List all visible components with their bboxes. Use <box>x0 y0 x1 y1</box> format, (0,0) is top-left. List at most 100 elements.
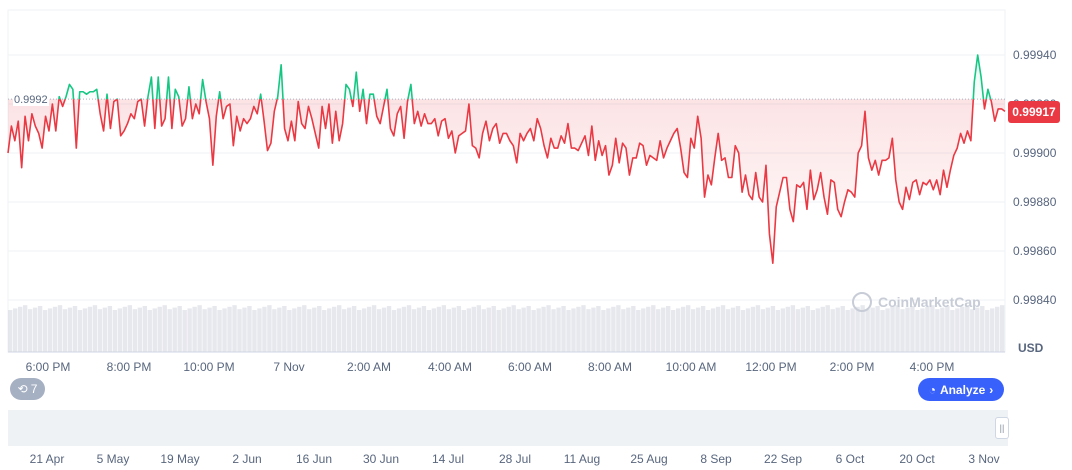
x-tick-label: 4:00 AM <box>428 360 472 374</box>
currency-label: USD <box>1018 341 1044 355</box>
volume-bar <box>247 306 252 352</box>
volume-bar <box>825 305 830 352</box>
volume-bar <box>172 307 177 352</box>
volume-bar <box>227 306 232 352</box>
range-navigator[interactable] <box>8 410 1008 446</box>
navigator-date-label: 3 Nov <box>968 452 999 466</box>
volume-bar <box>376 309 382 352</box>
volume-bar <box>750 306 756 352</box>
volume-bar <box>735 306 741 352</box>
volume-bar <box>32 307 38 352</box>
volume-bar <box>371 305 377 352</box>
volume-bar <box>561 306 566 352</box>
y-tick-label: 0.99860 <box>1013 244 1057 258</box>
volume-bar <box>77 310 83 352</box>
volume-bar <box>72 306 78 352</box>
y-tick-label: 0.99940 <box>1013 48 1057 62</box>
volume-bar <box>157 306 162 352</box>
volume-bar <box>820 306 825 352</box>
volume-bar <box>366 306 372 352</box>
y-tick-label: 0.99900 <box>1013 146 1057 160</box>
volume-bar <box>202 309 207 352</box>
volume-bar <box>925 306 930 352</box>
history-button[interactable]: ⟲ 7 <box>10 378 45 400</box>
volume-bar <box>616 305 621 352</box>
volume-bar <box>955 308 960 352</box>
volume-bar <box>237 309 242 352</box>
coinmarketcap-logo-icon <box>852 292 872 312</box>
volume-bar <box>521 307 526 352</box>
volume-bar <box>436 306 442 352</box>
navigator-handle[interactable]: || <box>995 417 1009 439</box>
volume-bar <box>740 310 746 352</box>
volume-bar <box>865 309 870 352</box>
volume-bar <box>641 308 646 352</box>
volume-bar <box>511 305 516 352</box>
volume-bar <box>790 305 796 352</box>
volume-bar <box>840 306 845 352</box>
volume-bar <box>222 308 227 352</box>
volume-bar <box>92 305 98 352</box>
volume-bar <box>526 306 531 352</box>
navigator-date-label: 30 Jun <box>363 452 399 466</box>
volume-bar <box>12 308 18 352</box>
volume-bar <box>127 305 133 352</box>
volume-bar <box>22 305 28 352</box>
volume-bar <box>456 306 462 352</box>
volume-bar <box>710 308 716 352</box>
volume-bar <box>212 306 217 352</box>
y-tick-label: 0.99880 <box>1013 195 1057 209</box>
volume-bar <box>207 307 212 352</box>
volume-bar <box>945 306 950 352</box>
volume-bar <box>302 305 307 352</box>
volume-bar <box>337 305 342 352</box>
volume-bar <box>277 307 282 352</box>
volume-bar <box>167 309 172 352</box>
x-tick-label: 8:00 AM <box>588 360 632 374</box>
volume-bar <box>441 305 447 352</box>
volume-bar <box>62 309 68 352</box>
x-tick-label: 10:00 PM <box>183 360 234 374</box>
volume-bar <box>307 309 312 352</box>
volume-bar <box>317 306 322 352</box>
volume-bar <box>715 306 721 352</box>
volume-bar <box>137 307 142 352</box>
below-reference-fill <box>8 99 1005 264</box>
price-line <box>7 54 1006 265</box>
navigator-date-label: 21 Apr <box>30 452 65 466</box>
volume-bar <box>940 307 945 352</box>
volume-bar <box>970 309 975 352</box>
x-tick-label: 10:00 AM <box>666 360 717 374</box>
volume-bar <box>297 306 302 352</box>
analyze-button[interactable]: ◔ Analyze › <box>918 378 1004 401</box>
volume-bar <box>671 310 676 352</box>
volume-bar <box>631 306 636 352</box>
volume-bar <box>845 310 850 352</box>
volume-bar <box>67 307 73 352</box>
watermark-text: CoinMarketCap <box>878 294 981 310</box>
volume-bar <box>860 305 865 352</box>
volume-bar <box>546 305 551 352</box>
volume-bar <box>895 305 900 352</box>
volume-bar <box>695 307 701 352</box>
volume-bar <box>52 306 58 352</box>
volume-bar <box>486 307 491 352</box>
volume-bar <box>481 309 486 352</box>
analyze-label: Analyze <box>939 382 986 397</box>
navigator-date-label: 28 Jul <box>499 452 531 466</box>
volume-bar <box>770 306 776 352</box>
volume-bar <box>466 308 472 352</box>
volume-bar <box>491 306 496 352</box>
volume-bar <box>805 306 810 352</box>
volume-bar <box>152 308 157 352</box>
volume-bar <box>322 310 327 352</box>
volume-bar <box>780 308 786 352</box>
navigator-date-label: 16 Jun <box>296 452 332 466</box>
volume-bar <box>855 306 860 352</box>
volume-bar <box>900 309 905 352</box>
x-axis: 6:00 PM 8:00 PM 10:00 PM 7 Nov 2:00 AM 4:00 A… <box>26 360 955 374</box>
volume-bar <box>905 307 910 352</box>
volume-bar <box>197 305 202 352</box>
history-icon: ⟲ <box>17 382 28 396</box>
